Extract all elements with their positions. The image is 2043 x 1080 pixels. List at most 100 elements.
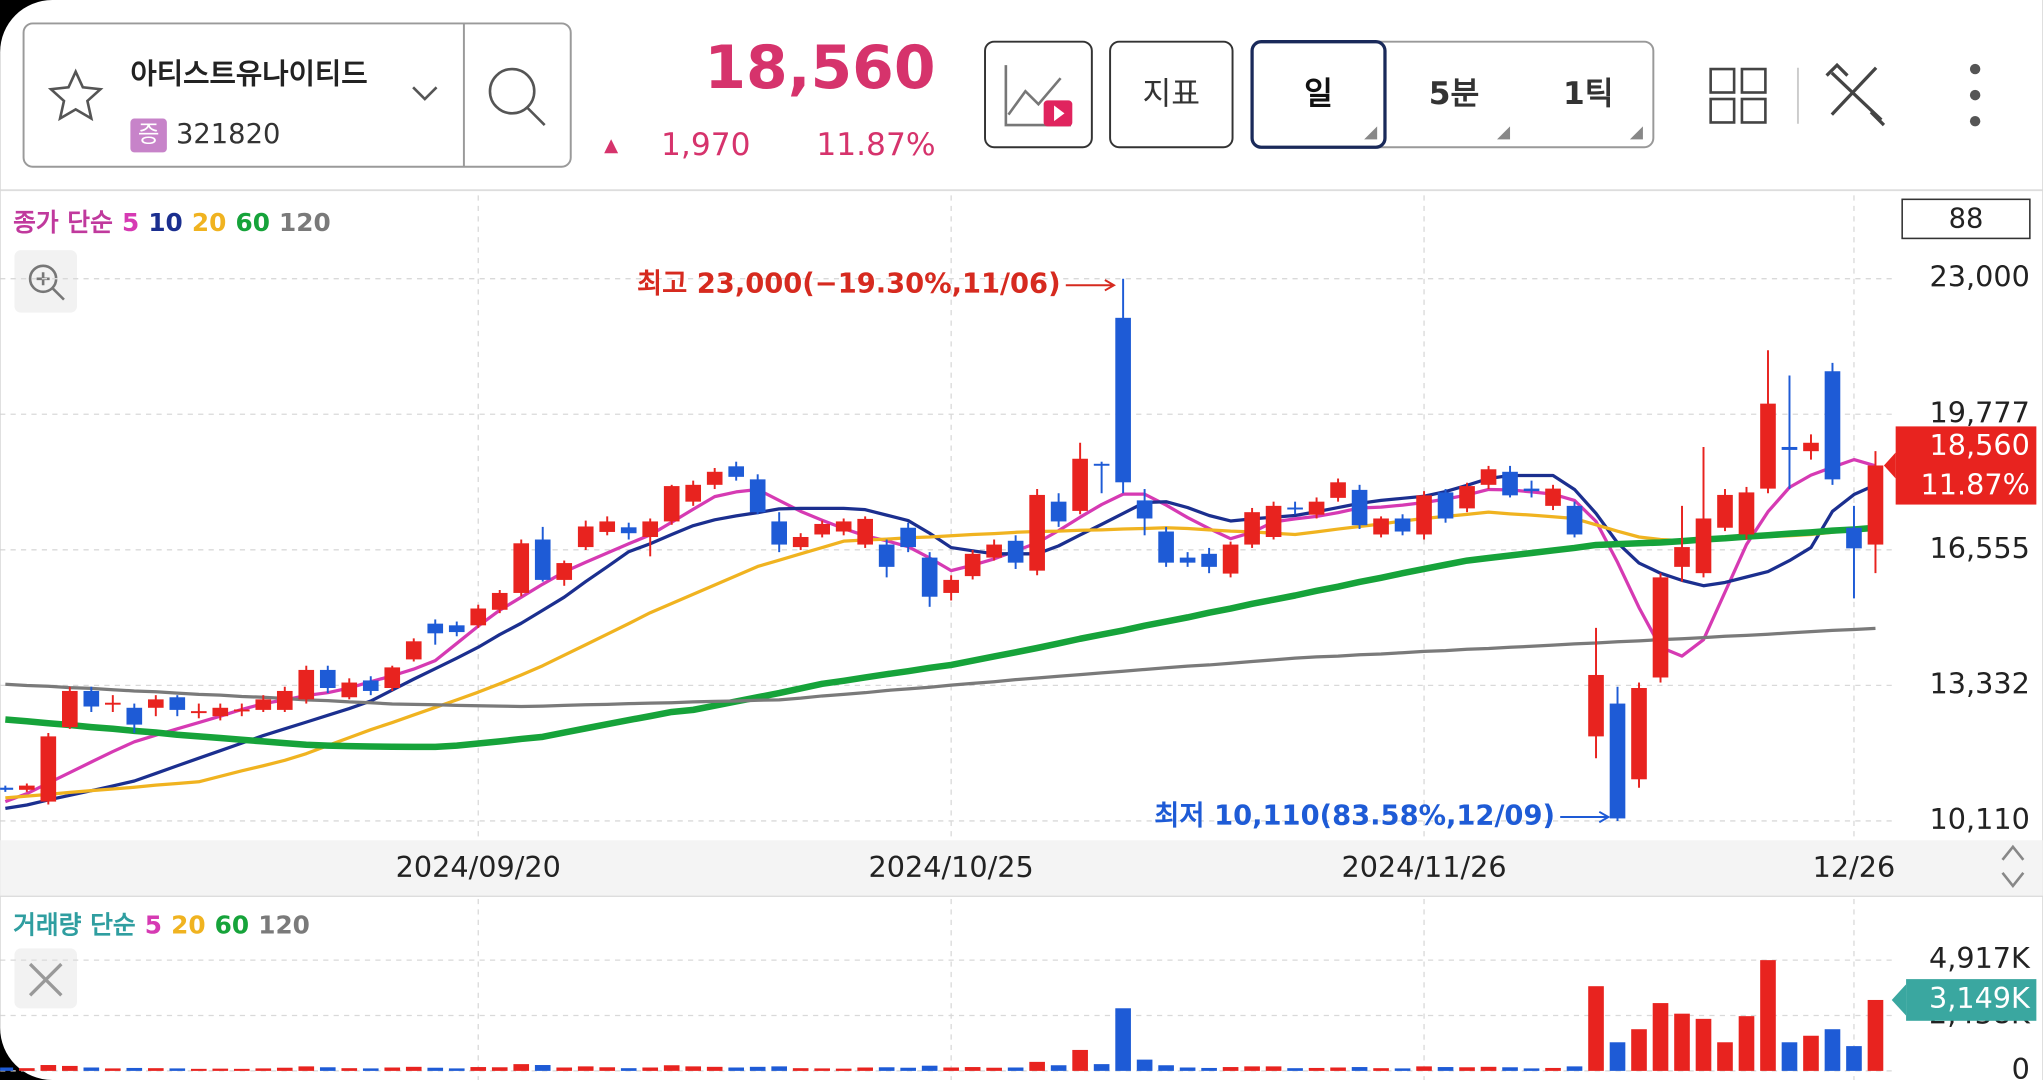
volume-bar bbox=[1351, 1067, 1368, 1071]
candle-body bbox=[319, 669, 336, 689]
period-corner-marks bbox=[1364, 126, 1643, 140]
candle-body bbox=[1351, 489, 1368, 526]
volume-bar bbox=[792, 1068, 809, 1071]
badge: 증 bbox=[138, 120, 160, 148]
y-tick-label: 0 bbox=[2012, 1052, 2030, 1080]
high-annotation: 최고 23,000(−19.30%,11/06) bbox=[637, 269, 1061, 300]
price-plot bbox=[0, 195, 1896, 841]
volume-bar bbox=[405, 1066, 422, 1071]
candle-body bbox=[835, 521, 852, 532]
candle-body bbox=[83, 690, 100, 707]
zoom-bg bbox=[14, 250, 77, 313]
layout-icon bbox=[1709, 67, 1736, 94]
ma-line bbox=[5, 626, 1876, 709]
candle-body bbox=[685, 484, 702, 502]
candle-body bbox=[126, 707, 143, 725]
x-tick-label: 2024/09/20 bbox=[396, 850, 561, 884]
volume-bar bbox=[1373, 1068, 1389, 1071]
period-day[interactable]: 일 bbox=[1304, 76, 1333, 112]
candle-body bbox=[620, 527, 637, 534]
dropdown-chevron[interactable] bbox=[412, 86, 438, 101]
volume-bar bbox=[642, 1067, 659, 1071]
more-button[interactable] bbox=[1969, 63, 1981, 127]
candle-body bbox=[233, 709, 250, 712]
period-tick[interactable]: 1틱 bbox=[1563, 76, 1614, 112]
favorite-star[interactable] bbox=[47, 68, 104, 122]
annotation-arrow bbox=[1065, 279, 1116, 292]
volume-bar bbox=[1158, 1065, 1174, 1071]
period-selected[interactable] bbox=[1250, 40, 1387, 149]
candle-body bbox=[1824, 371, 1841, 480]
volume-bar bbox=[599, 1067, 616, 1071]
volume-bar bbox=[126, 1067, 143, 1071]
candle-body bbox=[1523, 488, 1540, 492]
legend-item: 5 bbox=[145, 910, 162, 939]
candle-body bbox=[19, 785, 35, 790]
candle-body bbox=[513, 543, 530, 593]
candle-body bbox=[857, 518, 873, 545]
ma-line bbox=[4, 457, 1876, 804]
candle-body bbox=[1631, 688, 1647, 780]
volume-bar bbox=[40, 1065, 57, 1071]
volume-bar bbox=[878, 1067, 895, 1071]
legend: 종가 단순 5 10 20 60 120 bbox=[13, 208, 331, 237]
x-tick-label: 2024/11/26 bbox=[1341, 850, 1506, 884]
candle-body bbox=[1760, 403, 1776, 489]
settings-button[interactable] bbox=[1825, 62, 1886, 127]
candle-body bbox=[1394, 518, 1411, 532]
volume-bar bbox=[964, 1067, 981, 1071]
chart-video-button[interactable] bbox=[984, 40, 1093, 149]
candle-body bbox=[1330, 482, 1346, 498]
volume-bar bbox=[513, 1064, 530, 1071]
volume-bar bbox=[470, 1067, 487, 1071]
search-button[interactable] bbox=[488, 67, 546, 126]
candle-body bbox=[1695, 518, 1712, 574]
close-volume-button[interactable] bbox=[14, 948, 77, 1009]
candle-body bbox=[556, 563, 573, 580]
volume-bar bbox=[147, 1068, 164, 1071]
candle-body bbox=[1179, 557, 1196, 563]
stock-selector[interactable] bbox=[22, 22, 572, 168]
candle-body bbox=[814, 523, 830, 535]
candle-body bbox=[663, 486, 680, 522]
candle-body bbox=[1609, 703, 1626, 819]
legend: 거래량 단순 5 20 60 120 bbox=[13, 910, 310, 939]
candle-body bbox=[255, 699, 272, 710]
dot bbox=[1969, 89, 1981, 101]
ma-line bbox=[5, 510, 1876, 800]
candle-body bbox=[577, 526, 594, 548]
candle-body bbox=[169, 697, 186, 710]
volume-bar bbox=[1437, 1067, 1454, 1071]
candle-body bbox=[448, 625, 465, 633]
volume-bar bbox=[1330, 1067, 1346, 1071]
volume-bar bbox=[1846, 1046, 1862, 1071]
volume-bar bbox=[1136, 1059, 1153, 1071]
legend-item: 120 bbox=[258, 910, 310, 939]
candle-body bbox=[706, 471, 723, 485]
volume-bar bbox=[233, 1068, 250, 1071]
volume-bar bbox=[1179, 1067, 1196, 1071]
price-change: 1,970 bbox=[661, 127, 750, 163]
period-5min[interactable]: 5분 bbox=[1429, 76, 1480, 112]
volume-bar bbox=[1308, 1067, 1325, 1071]
candle-body bbox=[1846, 527, 1862, 549]
candle-body bbox=[298, 669, 315, 700]
volume-bar bbox=[1631, 1029, 1647, 1071]
candle-body bbox=[1437, 492, 1454, 519]
candle-body bbox=[190, 711, 207, 714]
volume-bar bbox=[1265, 1066, 1282, 1071]
candle-count: 88 bbox=[1949, 204, 1984, 235]
candle-body bbox=[1502, 471, 1518, 496]
indicator-button[interactable] bbox=[1109, 40, 1234, 149]
zoom-button[interactable] bbox=[14, 250, 77, 313]
volume-bar bbox=[362, 1068, 379, 1071]
volume-bar bbox=[384, 1067, 401, 1071]
candle-body bbox=[534, 539, 551, 580]
volume-bar bbox=[1093, 1064, 1110, 1071]
scroll-arrows[interactable] bbox=[2001, 844, 2025, 888]
layout-button[interactable] bbox=[1709, 67, 1767, 124]
candle-body bbox=[1803, 442, 1819, 452]
candle-body bbox=[212, 707, 229, 717]
price-tag-label: 18,560 bbox=[1930, 428, 2030, 462]
volume-bar bbox=[728, 1067, 745, 1071]
